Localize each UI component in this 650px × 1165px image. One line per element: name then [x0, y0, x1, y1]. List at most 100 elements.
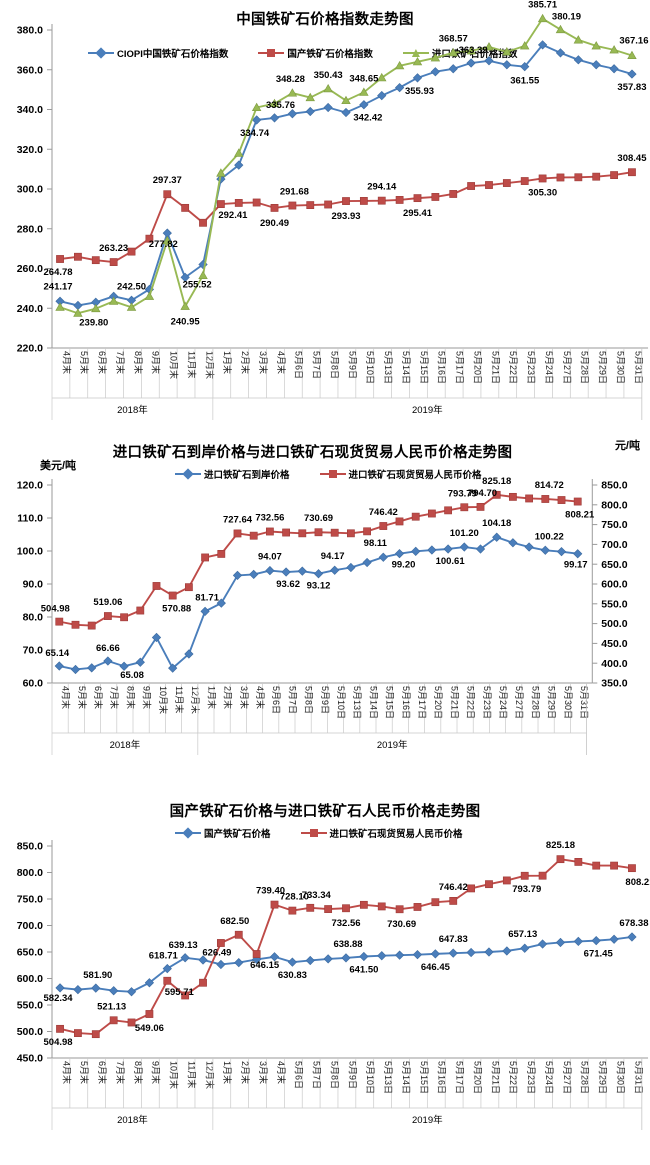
- svg-text:2018年: 2018年: [110, 739, 141, 751]
- svg-text:4月末: 4月末: [61, 351, 72, 374]
- svg-text:671.45: 671.45: [584, 949, 614, 960]
- svg-text:81.71: 81.71: [195, 592, 219, 603]
- chart2-legend: 进口铁矿石到岸价格 进口铁矿石现货贸易人民币价格: [175, 467, 482, 481]
- legend-item-domestic-price[interactable]: 国产铁矿石价格: [175, 826, 271, 840]
- svg-text:504.98: 504.98: [41, 604, 70, 615]
- svg-text:293.93: 293.93: [331, 211, 360, 222]
- legend-item-cif-price[interactable]: 进口铁矿石到岸价格: [175, 467, 290, 481]
- svg-text:240.0: 240.0: [17, 303, 43, 315]
- line-marker-diamond-icon: [175, 468, 201, 480]
- svg-text:600.0: 600.0: [17, 973, 43, 985]
- svg-text:5月22日: 5月22日: [466, 686, 476, 719]
- svg-text:367.16: 367.16: [619, 36, 648, 47]
- svg-text:350.43: 350.43: [314, 70, 343, 81]
- svg-text:600.0: 600.0: [601, 579, 627, 591]
- svg-text:746.42: 746.42: [369, 507, 398, 518]
- svg-text:110.0: 110.0: [17, 513, 43, 525]
- svg-text:5月14日: 5月14日: [401, 351, 411, 384]
- svg-text:618.71: 618.71: [149, 951, 179, 962]
- svg-text:5月24日: 5月24日: [544, 1061, 554, 1094]
- svg-text:850.0: 850.0: [601, 480, 627, 492]
- svg-text:5月6日: 5月6日: [271, 686, 281, 714]
- svg-text:300.0: 300.0: [17, 184, 43, 196]
- svg-text:93.62: 93.62: [276, 579, 300, 590]
- svg-text:5月21日: 5月21日: [449, 686, 459, 719]
- legend-label: CIOPI中国铁矿石价格指数: [117, 49, 229, 60]
- svg-text:2018年: 2018年: [117, 1114, 148, 1126]
- svg-text:7月末: 7月末: [115, 351, 126, 374]
- svg-text:3月末: 3月末: [258, 351, 269, 374]
- svg-text:521.13: 521.13: [97, 1001, 126, 1012]
- svg-text:291.68: 291.68: [280, 187, 309, 198]
- svg-text:550.0: 550.0: [17, 1000, 43, 1012]
- line-marker-triangle-icon: [402, 48, 429, 58]
- legend-label: 进口铁矿石现货贸易人民币价格: [329, 829, 463, 840]
- svg-text:794.70: 794.70: [468, 488, 497, 499]
- svg-text:800.0: 800.0: [601, 499, 627, 511]
- svg-text:746.42: 746.42: [439, 882, 468, 893]
- svg-text:5月7日: 5月7日: [312, 351, 322, 379]
- svg-text:450.0: 450.0: [17, 1053, 43, 1065]
- svg-text:5月15日: 5月15日: [385, 686, 395, 719]
- svg-text:93.12: 93.12: [307, 581, 331, 592]
- legend-item-ciopi[interactable]: CIOPI中国铁矿石价格指数: [88, 46, 228, 60]
- chart3-legend: 国产铁矿石价格 进口铁矿石现货贸易人民币价格: [175, 826, 463, 840]
- svg-text:66.66: 66.66: [96, 643, 120, 654]
- svg-text:5月14日: 5月14日: [368, 686, 378, 719]
- svg-text:630.83: 630.83: [278, 970, 307, 981]
- svg-text:5月15日: 5月15日: [419, 351, 429, 384]
- svg-text:5月6日: 5月6日: [294, 351, 304, 379]
- svg-text:5月22日: 5月22日: [508, 351, 518, 384]
- svg-text:1月末: 1月末: [222, 351, 233, 374]
- svg-text:5月24日: 5月24日: [498, 686, 508, 719]
- legend-label: 国产铁矿石价格: [204, 829, 271, 840]
- svg-text:297.37: 297.37: [153, 175, 182, 186]
- line-marker-square-icon: [300, 828, 327, 838]
- svg-text:5月末: 5月末: [77, 686, 88, 709]
- svg-text:5月13日: 5月13日: [383, 351, 393, 384]
- legend-item-import-rmb-price[interactable]: 进口铁矿石现货贸易人民币价格: [300, 826, 463, 840]
- svg-text:650.0: 650.0: [601, 559, 627, 571]
- line-marker-square-icon: [258, 48, 285, 58]
- svg-text:8月末: 8月末: [133, 351, 144, 374]
- svg-text:264.78: 264.78: [44, 267, 73, 278]
- chart1-legend: CIOPI中国铁矿石价格指数 国产铁矿石价格指数 进口铁矿石价格指数: [88, 46, 517, 60]
- svg-text:99.20: 99.20: [392, 560, 416, 571]
- svg-text:294.14: 294.14: [367, 182, 397, 193]
- line-marker-diamond-icon: [175, 827, 201, 839]
- svg-text:550.0: 550.0: [601, 598, 627, 610]
- svg-text:657.13: 657.13: [508, 929, 537, 940]
- svg-text:11月末: 11月末: [186, 351, 197, 378]
- svg-text:5月17日: 5月17日: [417, 686, 427, 719]
- svg-text:793.79: 793.79: [512, 884, 541, 895]
- svg-text:6月末: 6月末: [97, 351, 108, 374]
- svg-text:5月27日: 5月27日: [562, 351, 572, 384]
- svg-text:800.0: 800.0: [17, 867, 43, 879]
- chart-domestic-vs-import-rmb-price: 国产铁矿石价格与进口铁矿石人民币价格走势图 国产铁矿石价格 进口铁矿石现货贸易人…: [0, 790, 650, 1165]
- svg-text:5月7日: 5月7日: [287, 686, 297, 714]
- svg-text:9月末: 9月末: [142, 686, 153, 709]
- legend-item-domestic[interactable]: 国产铁矿石价格指数: [258, 46, 373, 60]
- svg-text:5月8日: 5月8日: [329, 351, 339, 379]
- svg-text:90.0: 90.0: [23, 579, 44, 591]
- svg-text:5月16日: 5月16日: [401, 686, 411, 719]
- svg-text:682.50: 682.50: [220, 916, 249, 927]
- svg-text:11月末: 11月末: [186, 1061, 197, 1088]
- svg-text:519.06: 519.06: [93, 597, 122, 608]
- chart3-plot-area: 450.0 500.0 550.0 600.0 650.0 700.0 750.0 800.0…: [17, 840, 650, 1130]
- legend-item-rmb-spot-price[interactable]: 进口铁矿石现货贸易人民币价格: [319, 467, 482, 481]
- line-marker-diamond-icon: [88, 47, 114, 59]
- svg-text:4月末: 4月末: [276, 1061, 287, 1084]
- svg-text:5月20日: 5月20日: [472, 1061, 482, 1094]
- svg-text:12月末: 12月末: [204, 351, 215, 379]
- svg-text:5月28日: 5月28日: [580, 351, 590, 384]
- svg-text:5月14日: 5月14日: [401, 1061, 411, 1094]
- svg-text:5月10日: 5月10日: [365, 1061, 375, 1094]
- svg-text:380.19: 380.19: [552, 12, 581, 23]
- svg-text:80.0: 80.0: [23, 612, 44, 624]
- svg-text:8月末: 8月末: [125, 686, 136, 709]
- svg-text:5月22日: 5月22日: [508, 1061, 518, 1094]
- svg-text:1月末: 1月末: [206, 686, 217, 709]
- legend-item-import[interactable]: 进口铁矿石价格指数: [402, 46, 517, 60]
- svg-text:400.0: 400.0: [601, 658, 627, 670]
